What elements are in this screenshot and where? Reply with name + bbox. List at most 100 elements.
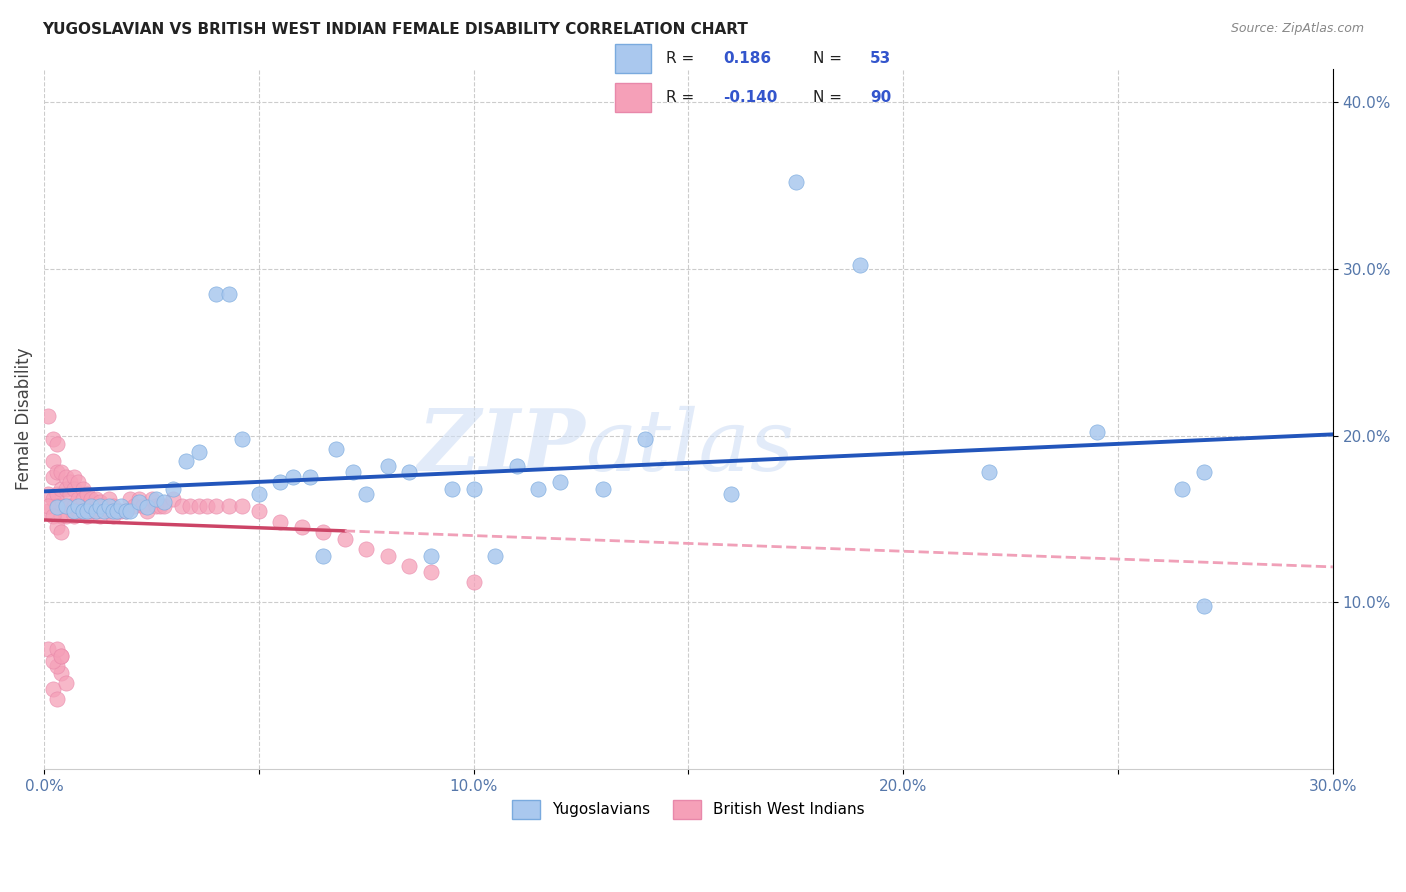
Point <box>484 549 506 563</box>
Point <box>51 648 73 663</box>
Point <box>72 504 94 518</box>
Point <box>419 549 441 563</box>
Point <box>356 542 378 557</box>
Point <box>46 520 69 534</box>
Point <box>105 504 128 518</box>
Point <box>84 504 107 518</box>
Point <box>291 520 314 534</box>
Point <box>55 499 77 513</box>
Point <box>72 491 94 506</box>
Point <box>634 432 657 446</box>
Text: atlas: atlas <box>585 406 794 488</box>
Point <box>527 482 550 496</box>
Point <box>132 499 155 513</box>
Point <box>55 482 77 496</box>
Point <box>1171 482 1194 496</box>
Point <box>67 504 90 518</box>
Point <box>76 487 98 501</box>
Point <box>46 500 69 515</box>
Point <box>41 470 63 484</box>
Point <box>124 499 146 513</box>
Point <box>89 499 111 513</box>
Point <box>37 504 59 518</box>
Point <box>247 487 270 501</box>
Point <box>145 491 167 506</box>
Point <box>247 504 270 518</box>
Point <box>41 491 63 506</box>
Point <box>979 465 1001 479</box>
Point <box>118 504 141 518</box>
Point <box>37 409 59 423</box>
Point <box>441 482 464 496</box>
Point <box>720 487 742 501</box>
Point <box>149 499 172 513</box>
Point <box>51 648 73 663</box>
Point <box>46 465 69 479</box>
Text: -0.140: -0.140 <box>723 90 778 105</box>
Point <box>37 642 59 657</box>
Point <box>205 286 228 301</box>
Point <box>312 549 335 563</box>
Point <box>419 566 441 580</box>
Point <box>93 499 115 513</box>
Point <box>37 499 59 513</box>
Point <box>67 475 90 490</box>
Point <box>46 692 69 706</box>
Point <box>72 482 94 496</box>
Point <box>463 482 485 496</box>
Point <box>51 665 73 680</box>
Point <box>195 499 218 513</box>
Point <box>170 499 193 513</box>
Point <box>105 504 128 518</box>
Point <box>269 516 291 530</box>
Point <box>80 499 103 513</box>
Point <box>67 491 90 506</box>
Point <box>312 525 335 540</box>
Point <box>785 175 807 189</box>
Point <box>63 508 86 523</box>
Point <box>118 491 141 506</box>
Text: R =: R = <box>665 51 699 66</box>
Point <box>80 491 103 506</box>
Point <box>41 682 63 697</box>
Point <box>187 445 209 459</box>
Point <box>89 495 111 509</box>
Text: N =: N = <box>813 90 846 105</box>
Point <box>63 499 86 513</box>
Text: R =: R = <box>665 90 699 105</box>
Point <box>37 487 59 501</box>
Point <box>97 504 120 518</box>
Legend: Yugoslavians, British West Indians: Yugoslavians, British West Indians <box>506 794 870 825</box>
Point <box>325 442 347 456</box>
Point <box>592 482 614 496</box>
Point <box>136 504 159 518</box>
Point <box>101 504 124 518</box>
Text: 90: 90 <box>870 90 891 105</box>
Point <box>356 487 378 501</box>
Point <box>101 508 124 523</box>
Text: ZIP: ZIP <box>418 405 585 489</box>
Point <box>76 504 98 518</box>
Point <box>63 504 86 518</box>
Point <box>136 500 159 515</box>
Text: Source: ZipAtlas.com: Source: ZipAtlas.com <box>1230 22 1364 36</box>
Point <box>67 499 90 513</box>
Point <box>849 259 872 273</box>
Point <box>59 487 82 501</box>
Point <box>46 487 69 501</box>
Point <box>84 504 107 518</box>
Point <box>342 465 364 479</box>
Point <box>187 499 209 513</box>
Point <box>51 482 73 496</box>
Point <box>153 499 176 513</box>
Point <box>162 482 184 496</box>
Point <box>55 508 77 523</box>
Point <box>63 470 86 484</box>
Text: 0.186: 0.186 <box>723 51 770 66</box>
Point <box>51 525 73 540</box>
Point <box>505 458 527 473</box>
Point <box>231 499 253 513</box>
Point <box>46 642 69 657</box>
Point <box>1192 599 1215 613</box>
Point <box>41 453 63 467</box>
